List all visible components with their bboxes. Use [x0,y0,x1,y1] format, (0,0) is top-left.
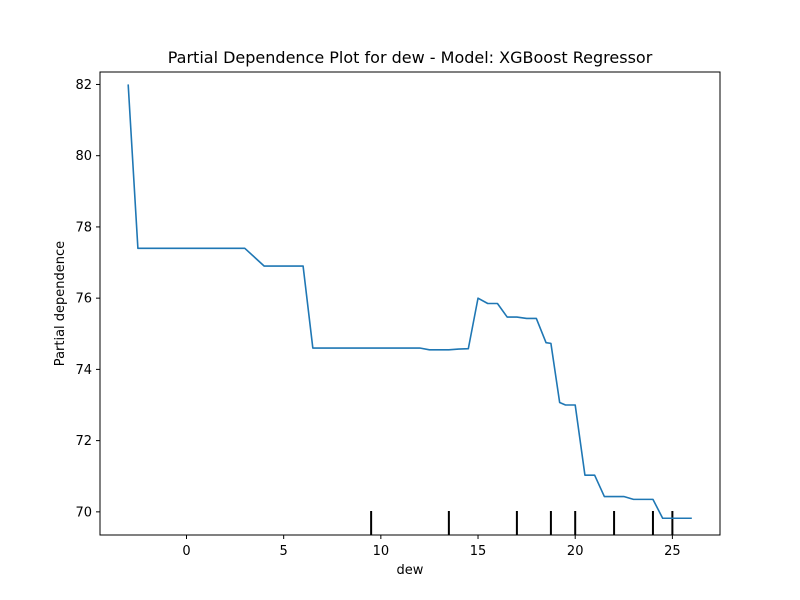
x-tick-label: 25 [664,544,681,559]
y-tick-label: 74 [75,363,92,378]
x-tick-label: 10 [373,544,390,559]
x-axis-label: dew [397,563,424,578]
y-tick-label: 76 [75,292,92,307]
y-tick-label: 70 [75,505,92,520]
x-tick-label: 20 [567,544,584,559]
y-axis-label: Partial dependence [53,241,68,366]
chart-title: Partial Dependence Plot for dew - Model:… [168,48,653,67]
y-tick-label: 80 [75,149,92,164]
y-tick-label: 72 [75,434,92,449]
plot-area: 0 5 10 15 20 25 70 72 74 76 78 80 82 [75,78,692,559]
y-tick-label: 82 [75,78,92,93]
series-line [127,84,692,520]
y-tick-label: 78 [75,220,92,235]
x-tick-label: 5 [280,544,288,559]
x-tick-label: 0 [182,544,190,559]
x-tick-label: 15 [470,544,487,559]
plot-frame [99,71,721,536]
